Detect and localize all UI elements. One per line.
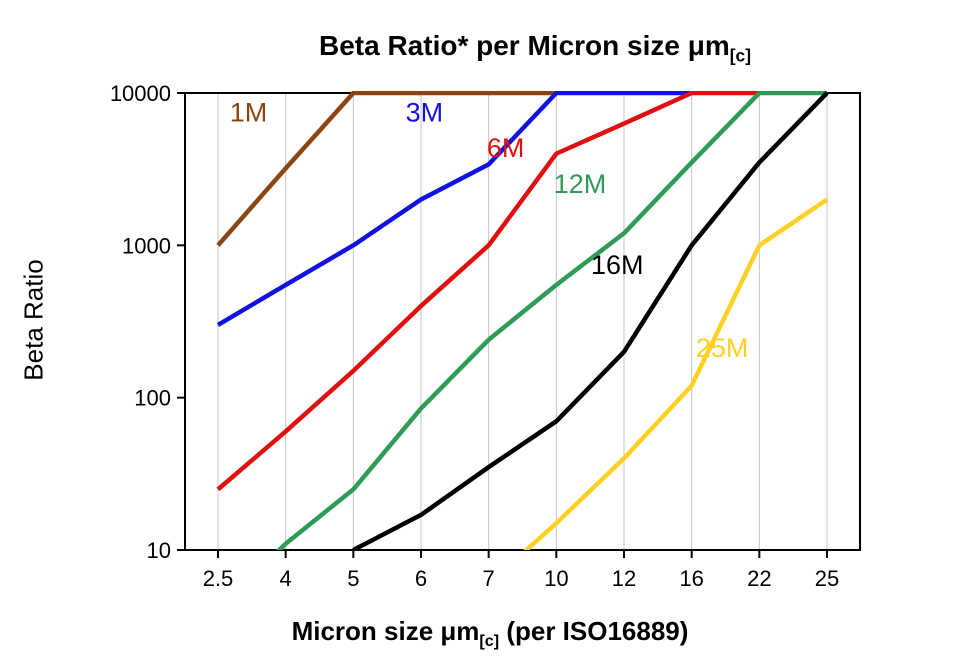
series-line-12M bbox=[276, 91, 827, 550]
chart-title-text: Beta Ratio* per Micron size μm bbox=[318, 30, 730, 61]
y-tick-label-100: 100 bbox=[134, 386, 171, 411]
series-labels: 1M 3M 6M 12M 16M 25M bbox=[230, 97, 749, 362]
x-tick-label-7: 7 bbox=[483, 566, 495, 591]
x-tick-label-16: 16 bbox=[679, 566, 703, 591]
x-tick-label-12: 12 bbox=[612, 566, 636, 591]
y-axis-ticks: 10 100 1000 10000 bbox=[110, 81, 185, 563]
series-line-1M bbox=[216, 91, 557, 247]
x-tick-label-4: 4 bbox=[280, 566, 292, 591]
series-label-16M: 16M bbox=[591, 250, 644, 280]
y-tick-label-1000: 1000 bbox=[122, 233, 171, 258]
series-line-16M bbox=[352, 91, 829, 550]
gridlines bbox=[217, 93, 828, 550]
x-tick-label-5: 5 bbox=[347, 566, 359, 591]
x-tick-label-6: 6 bbox=[415, 566, 427, 591]
series-lines bbox=[216, 91, 829, 550]
series-line-25M bbox=[523, 197, 829, 550]
x-tick-label-2.5: 2.5 bbox=[203, 566, 234, 591]
chart-title-subscript: [c] bbox=[729, 45, 751, 66]
x-tick-label-22: 22 bbox=[747, 566, 771, 591]
x-tick-label-10: 10 bbox=[544, 566, 568, 591]
x-axis-label-tail: (per ISO16889) bbox=[499, 616, 689, 646]
series-line-3M bbox=[216, 91, 692, 327]
series-line-6M bbox=[216, 91, 760, 492]
y-tick-label-10: 10 bbox=[147, 538, 171, 563]
x-tick-label-25: 25 bbox=[815, 566, 839, 591]
series-label-25M: 25M bbox=[696, 333, 749, 363]
x-axis-ticks: 2.5 4 5 6 7 10 12 16 22 25 bbox=[203, 550, 839, 591]
series-label-1M: 1M bbox=[230, 97, 268, 127]
series-label-12M: 12M bbox=[554, 169, 607, 199]
series-label-6M: 6M bbox=[487, 133, 525, 163]
x-axis-label-text: Micron size μm bbox=[291, 616, 480, 646]
y-tick-label-10000: 10000 bbox=[110, 81, 171, 106]
chart-title: Beta Ratio* per Micron size μm[c] bbox=[195, 30, 875, 67]
x-axis-label: Micron size μm[c] (per ISO16889) bbox=[150, 616, 830, 651]
x-axis-label-subscript: [c] bbox=[479, 632, 500, 651]
series-label-3M: 3M bbox=[406, 97, 444, 127]
